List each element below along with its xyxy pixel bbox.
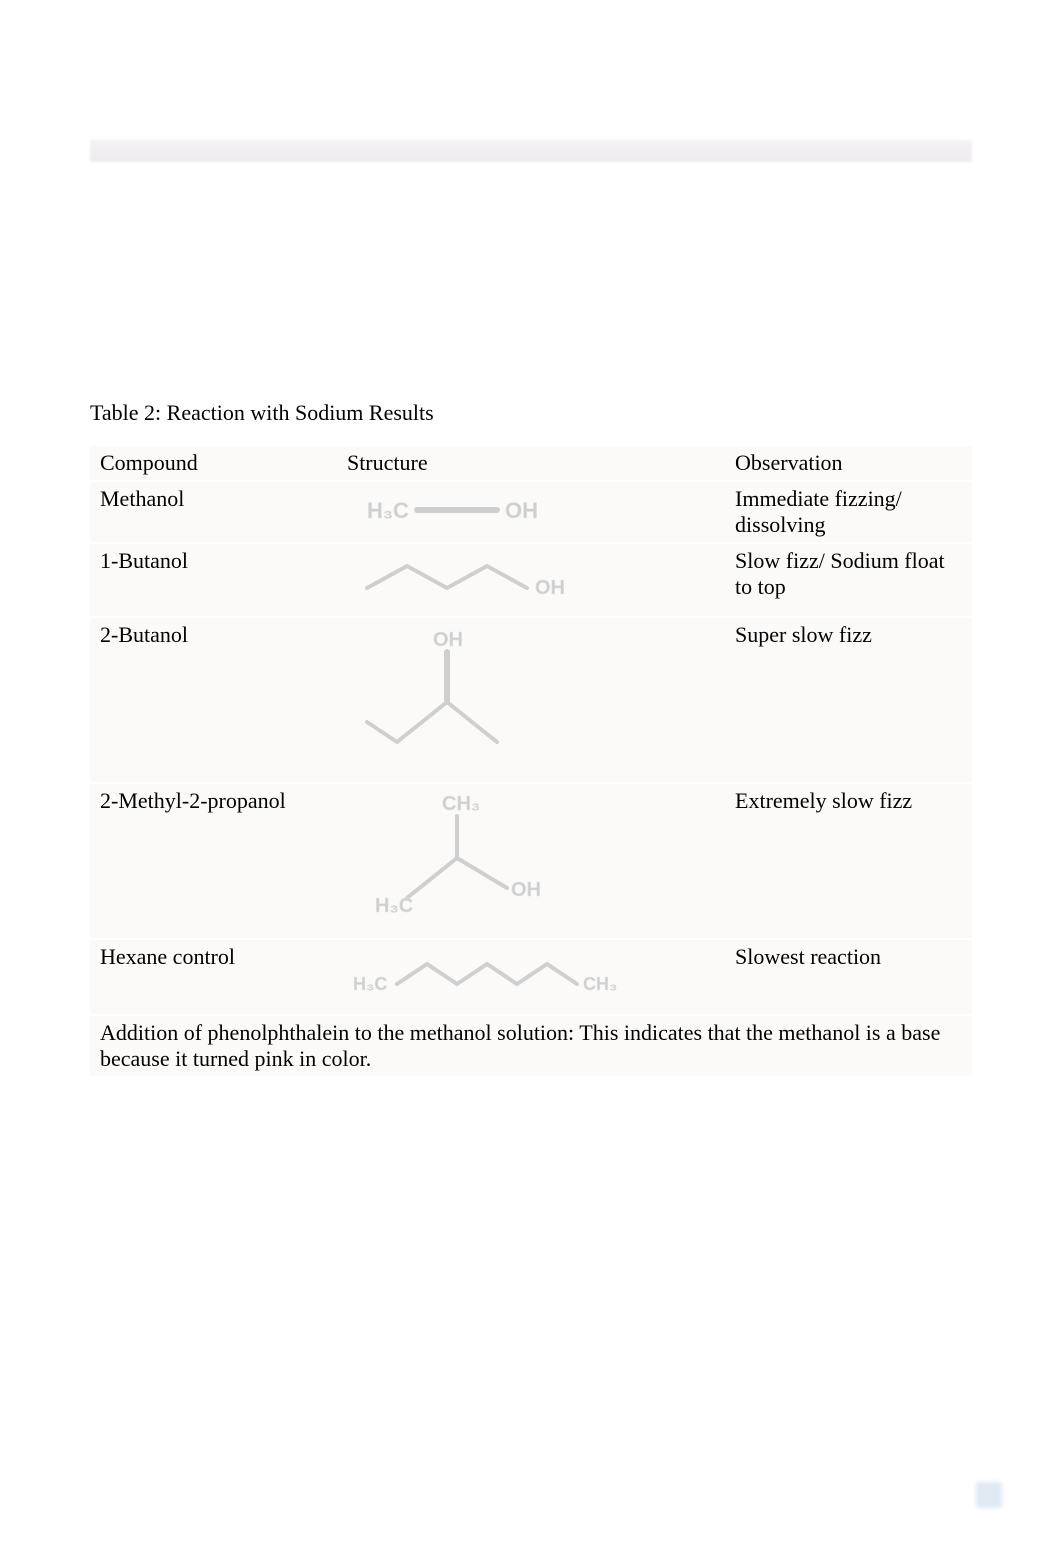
table-row: 1-Butanol OH Slow fizz/ Sodium float to … (90, 543, 972, 617)
svg-text:CH₃: CH₃ (583, 974, 617, 994)
header-redaction-bar (90, 140, 972, 162)
structure-2-methyl-2-propanol-icon: CH₃ H₃C OH (347, 788, 567, 928)
cell-observation: Super slow fizz (725, 617, 972, 783)
cell-structure: OH (337, 543, 725, 617)
structure-1-butanol-icon: OH (347, 548, 607, 606)
page: Table 2: Reaction with Sodium Results Co… (0, 0, 1062, 1556)
top-spacer (90, 140, 972, 400)
table-row: 2-Butanol OH Super slow fizz (90, 617, 972, 783)
cell-observation: Extremely slow fizz (725, 783, 972, 939)
cell-structure: H₃C OH (337, 481, 725, 543)
table-caption: Table 2: Reaction with Sodium Results (90, 400, 972, 426)
results-table: Compound Structure Observation Methanol … (90, 444, 972, 1078)
cell-compound: 2-Methyl-2-propanol (90, 783, 337, 939)
svg-text:OH: OH (505, 498, 538, 523)
svg-text:H₃C: H₃C (375, 895, 413, 917)
column-header-observation: Observation (725, 445, 972, 481)
svg-text:H₃C: H₃C (353, 974, 387, 994)
column-header-compound: Compound (90, 445, 337, 481)
table-row: Hexane control H₃C CH₃ Slowest reaction (90, 939, 972, 1015)
svg-text:OH: OH (433, 629, 463, 651)
table-row: 2-Methyl-2-propanol CH₃ H₃C OH Extremely… (90, 783, 972, 939)
page-number-badge (976, 1482, 1002, 1508)
cell-compound: 2-Butanol (90, 617, 337, 783)
table-row: Methanol H₃C OH Immediate fizzing/ disso… (90, 481, 972, 543)
svg-text:CH₃: CH₃ (442, 793, 480, 815)
svg-text:OH: OH (535, 577, 565, 599)
cell-observation: Slow fizz/ Sodium float to top (725, 543, 972, 617)
structure-2-butanol-icon: OH (347, 622, 547, 772)
cell-structure: H₃C CH₃ (337, 939, 725, 1015)
cell-observation: Immediate fizzing/ dissolving (725, 481, 972, 543)
structure-hexane-icon: H₃C CH₃ (347, 944, 627, 1004)
cell-observation: Slowest reaction (725, 939, 972, 1015)
cell-structure: OH (337, 617, 725, 783)
table-footnote-row: Addition of phenolphthalein to the metha… (90, 1015, 972, 1077)
structure-methanol-icon: H₃C OH (347, 486, 567, 532)
svg-text:H₃C: H₃C (367, 498, 409, 523)
svg-text:OH: OH (511, 879, 541, 901)
cell-compound: Methanol (90, 481, 337, 543)
table-header-row: Compound Structure Observation (90, 445, 972, 481)
column-header-structure: Structure (337, 445, 725, 481)
cell-compound: 1-Butanol (90, 543, 337, 617)
table-footnote: Addition of phenolphthalein to the metha… (90, 1015, 972, 1077)
cell-structure: CH₃ H₃C OH (337, 783, 725, 939)
cell-compound: Hexane control (90, 939, 337, 1015)
